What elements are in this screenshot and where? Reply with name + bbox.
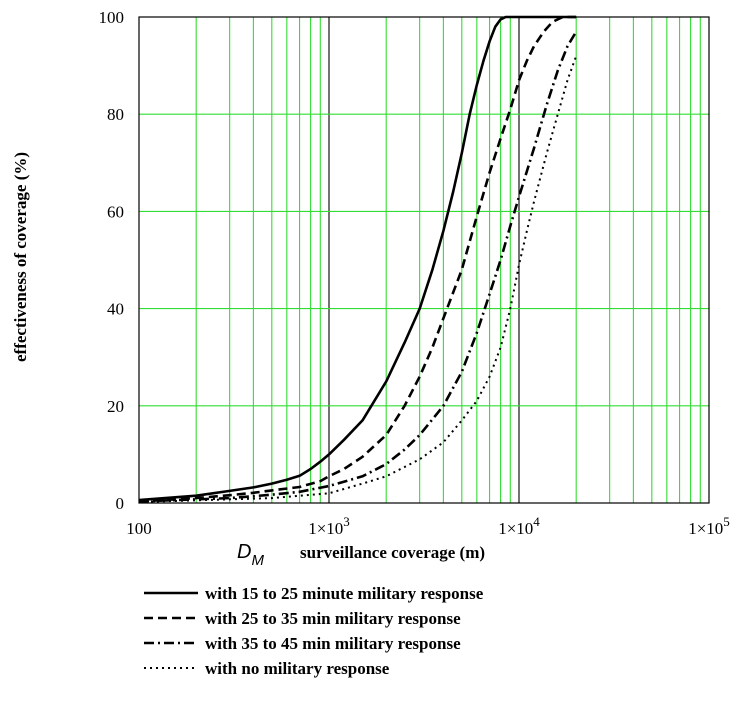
- x-tick-label: 1×105: [688, 514, 730, 538]
- series-line-dashed: [138, 15, 577, 503]
- grid: [139, 17, 709, 503]
- legend-label: with 25 to 35 min military response: [205, 609, 461, 628]
- series-line-solid: [138, 15, 577, 502]
- y-axis-title: effectiveness of coverage (%): [11, 152, 30, 362]
- series-lines: [138, 15, 578, 503]
- y-tick-labels: 0 20 40 60 80 100: [99, 8, 125, 513]
- y-tick-label: 20: [107, 397, 124, 416]
- x-tick-labels: 100 1×103 1×104 1×105: [126, 514, 730, 538]
- x-tick-label: 1×104: [498, 514, 540, 538]
- plot-frame: [138, 16, 710, 504]
- y-tick-label: 40: [107, 300, 124, 319]
- x-tick-label: 1×103: [308, 514, 350, 538]
- series-line-dotted: [138, 55, 578, 503]
- x-axis-title: DM surveillance coverage (m): [237, 541, 485, 569]
- legend-label: with 15 to 25 minute military response: [205, 584, 484, 603]
- y-tick-label: 0: [116, 494, 125, 513]
- x-axis-subscript: M: [251, 552, 264, 569]
- x-tick-label: 100: [126, 519, 152, 538]
- legend-label: with 35 to 45 min military response: [205, 634, 461, 653]
- x-axis-label: surveillance coverage (m): [300, 543, 485, 562]
- y-tick-label: 80: [107, 105, 124, 124]
- y-tick-label: 100: [99, 8, 125, 27]
- legend-label: with no military response: [205, 659, 390, 678]
- svg-text:DM: DM: [237, 541, 264, 569]
- y-tick-label: 60: [107, 202, 124, 221]
- legend: with 15 to 25 minute military response wi…: [144, 584, 484, 678]
- x-axis-symbol: D: [237, 541, 251, 563]
